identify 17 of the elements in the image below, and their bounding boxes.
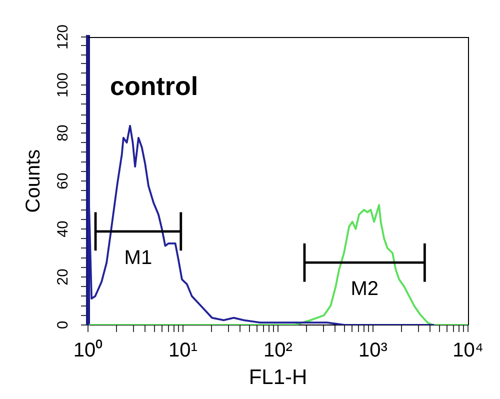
x-tick-label: 10⁴ [452,340,484,362]
y-tick-label: 60 [54,172,72,190]
y-tick-label: 20 [54,268,72,286]
series-label: M2 [350,278,378,300]
x-tick-label: 10⁰ [73,338,103,362]
x-tick-label: 10² [264,340,293,362]
y-tick-label: 80 [54,124,72,142]
x-tick-label: 10³ [358,340,388,362]
y-tick-label: 0 [54,320,72,330]
y-tick-label: 120 [54,24,72,50]
annotation: control [110,71,198,101]
y-axis-title: Counts [22,149,45,213]
series-label: M1 [124,246,152,269]
y-tick-label: 40 [54,220,72,238]
y-tick-label: 100 [54,72,72,98]
x-axis-title: FL1-H [248,366,308,390]
x-tick-label: 10¹ [168,340,198,362]
